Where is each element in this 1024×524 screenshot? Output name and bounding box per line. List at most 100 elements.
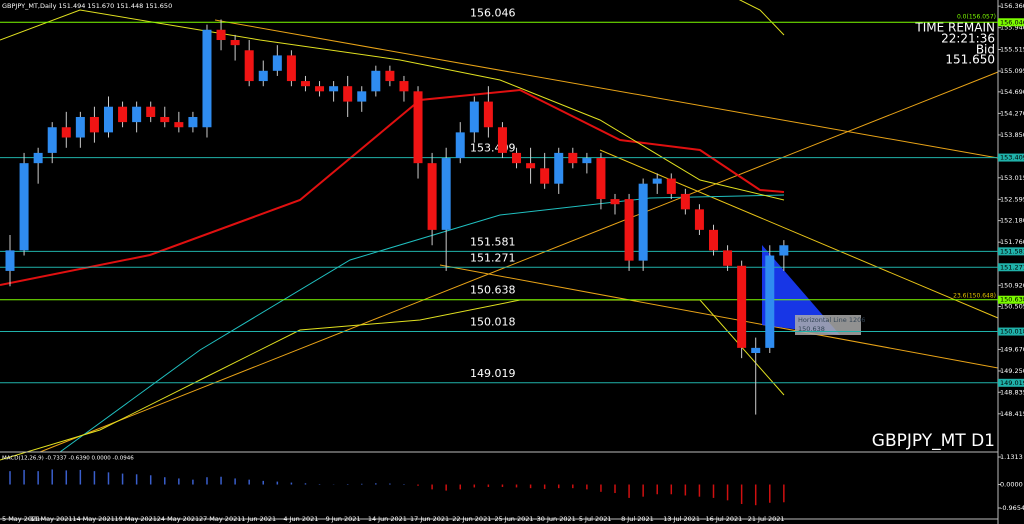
x-tick-label: 8 Jul 2021 bbox=[621, 515, 654, 523]
candle-body bbox=[497, 127, 507, 153]
candle-body bbox=[413, 91, 423, 164]
y-tick-label: 155.095 bbox=[1000, 67, 1024, 75]
y-tick-label: 154.270 bbox=[1000, 109, 1024, 117]
y-tick-label: 153.015 bbox=[1000, 174, 1024, 182]
candle-body bbox=[427, 163, 437, 230]
candle-body bbox=[469, 101, 479, 133]
level-price-box bbox=[998, 18, 1024, 27]
symbol-label: GBPJPY_MT D1 bbox=[872, 431, 995, 451]
level-label: 153.409 bbox=[470, 142, 516, 155]
candle-body bbox=[19, 163, 29, 251]
y-tick-label: 152.180 bbox=[1000, 217, 1024, 225]
y-tick-label: 151.760 bbox=[1000, 238, 1024, 246]
candle-body bbox=[610, 199, 620, 205]
y-tick-label: 154.690 bbox=[1000, 88, 1024, 96]
candle-body bbox=[709, 229, 718, 251]
level-price-box bbox=[998, 378, 1024, 387]
level-price-box bbox=[998, 327, 1024, 336]
bid-label: Bid bbox=[976, 43, 995, 57]
level-label: 151.271 bbox=[470, 251, 516, 264]
x-tick-label: 25 Jun 2021 bbox=[494, 515, 533, 523]
x-tick-label: 14 Jun 2021 bbox=[368, 515, 407, 523]
level-price-label: 150.018 bbox=[1000, 328, 1024, 336]
candle-body bbox=[582, 158, 592, 164]
x-tick-label: 16 Jul 2021 bbox=[706, 515, 743, 523]
candle-body bbox=[385, 70, 395, 82]
tooltip-value: 150.638 bbox=[798, 325, 825, 333]
level-label: 156.046 bbox=[470, 6, 516, 19]
candle-body bbox=[455, 132, 465, 159]
x-tick-label: 19 May 2021 bbox=[115, 515, 157, 523]
candle-body bbox=[512, 152, 522, 164]
y-tick-label: 150.505 bbox=[1000, 303, 1024, 311]
tooltip-name: Horizontal Line 1206 bbox=[798, 316, 865, 324]
candle-body bbox=[751, 347, 761, 354]
level-label: 151.581 bbox=[470, 235, 516, 248]
bollinger-band bbox=[738, 0, 785, 36]
y-tick-label: 149.250 bbox=[1000, 367, 1024, 375]
candle-body bbox=[33, 152, 43, 164]
trendlines bbox=[0, 0, 999, 461]
candle-body bbox=[723, 250, 733, 266]
candle-body bbox=[483, 101, 493, 128]
tooltip bbox=[795, 315, 861, 335]
x-tick-label: 9 Jun 2021 bbox=[326, 515, 361, 523]
level-price-label: 151.271 bbox=[1000, 263, 1024, 271]
candle-body bbox=[371, 70, 381, 92]
chart-title: GBPJPY_MT,Daily 151.494 151.670 151.448 … bbox=[2, 2, 172, 10]
candle-body bbox=[779, 245, 789, 256]
candle-body bbox=[174, 122, 184, 128]
candle-body bbox=[103, 106, 113, 133]
y-tick-label: 152.595 bbox=[1000, 195, 1024, 203]
candle-body bbox=[596, 158, 606, 200]
candle-body bbox=[652, 178, 662, 184]
level-price-box bbox=[998, 263, 1024, 272]
x-tick-label: 5 May 2021 bbox=[2, 515, 40, 523]
candle-body bbox=[343, 86, 353, 102]
y-tick-label: 149.670 bbox=[1000, 345, 1024, 353]
level-price-label: 150.638 bbox=[1000, 296, 1024, 304]
candle-body bbox=[272, 55, 282, 71]
x-tick-label: 21 Jul 2021 bbox=[748, 515, 785, 523]
trendline bbox=[214, 19, 999, 159]
candle-body bbox=[258, 70, 268, 82]
fib-label: 23.6(150.648) bbox=[953, 293, 996, 300]
x-tick-label: 17 Jun 2021 bbox=[410, 515, 449, 523]
trendline bbox=[439, 264, 999, 369]
y-tick-label: 1.1313 bbox=[1000, 453, 1023, 461]
y-tick-label: 148.415 bbox=[1000, 410, 1024, 418]
x-tick-label: 22 Jun 2021 bbox=[452, 515, 491, 523]
candle-body bbox=[230, 40, 240, 46]
x-tick-label: 27 May 2021 bbox=[199, 515, 241, 523]
time-label: TIME REMAIN bbox=[914, 21, 995, 35]
y-tick-label: 0.0000 bbox=[1000, 481, 1023, 489]
trendline bbox=[599, 149, 999, 319]
time-remaining: 22:21:36 bbox=[941, 32, 995, 46]
candle-body bbox=[202, 29, 212, 128]
level-price-box bbox=[998, 295, 1024, 304]
level-label: 149.019 bbox=[470, 367, 516, 380]
candle-body bbox=[526, 163, 536, 169]
y-tick-label: 150.920 bbox=[1000, 281, 1024, 289]
candle-body bbox=[624, 199, 634, 261]
level-price-box bbox=[998, 153, 1024, 162]
bid-price: 151.650 bbox=[945, 53, 995, 67]
x-tick-label: 14 May 2021 bbox=[72, 515, 114, 523]
level-price-box bbox=[998, 247, 1024, 256]
level-price-label: 156.046 bbox=[1000, 18, 1024, 26]
level-price-label: 151.581 bbox=[1000, 247, 1024, 255]
y-tick-label: 153.850 bbox=[1000, 131, 1024, 139]
candle-body bbox=[160, 116, 170, 123]
level-price-label: 153.409 bbox=[1000, 154, 1024, 162]
x-tick-label: 13 Jul 2021 bbox=[663, 515, 700, 523]
level-price-label: 149.019 bbox=[1000, 379, 1024, 387]
y-tick-label: -0.9654 bbox=[1000, 504, 1024, 512]
level-label: 150.638 bbox=[470, 284, 516, 297]
candle-body bbox=[680, 193, 690, 210]
x-tick-label: 4 Jun 2021 bbox=[283, 515, 318, 523]
candle-body bbox=[300, 81, 310, 87]
candle-body bbox=[329, 86, 339, 92]
moving-average bbox=[59, 194, 785, 453]
candle-body bbox=[315, 86, 325, 92]
